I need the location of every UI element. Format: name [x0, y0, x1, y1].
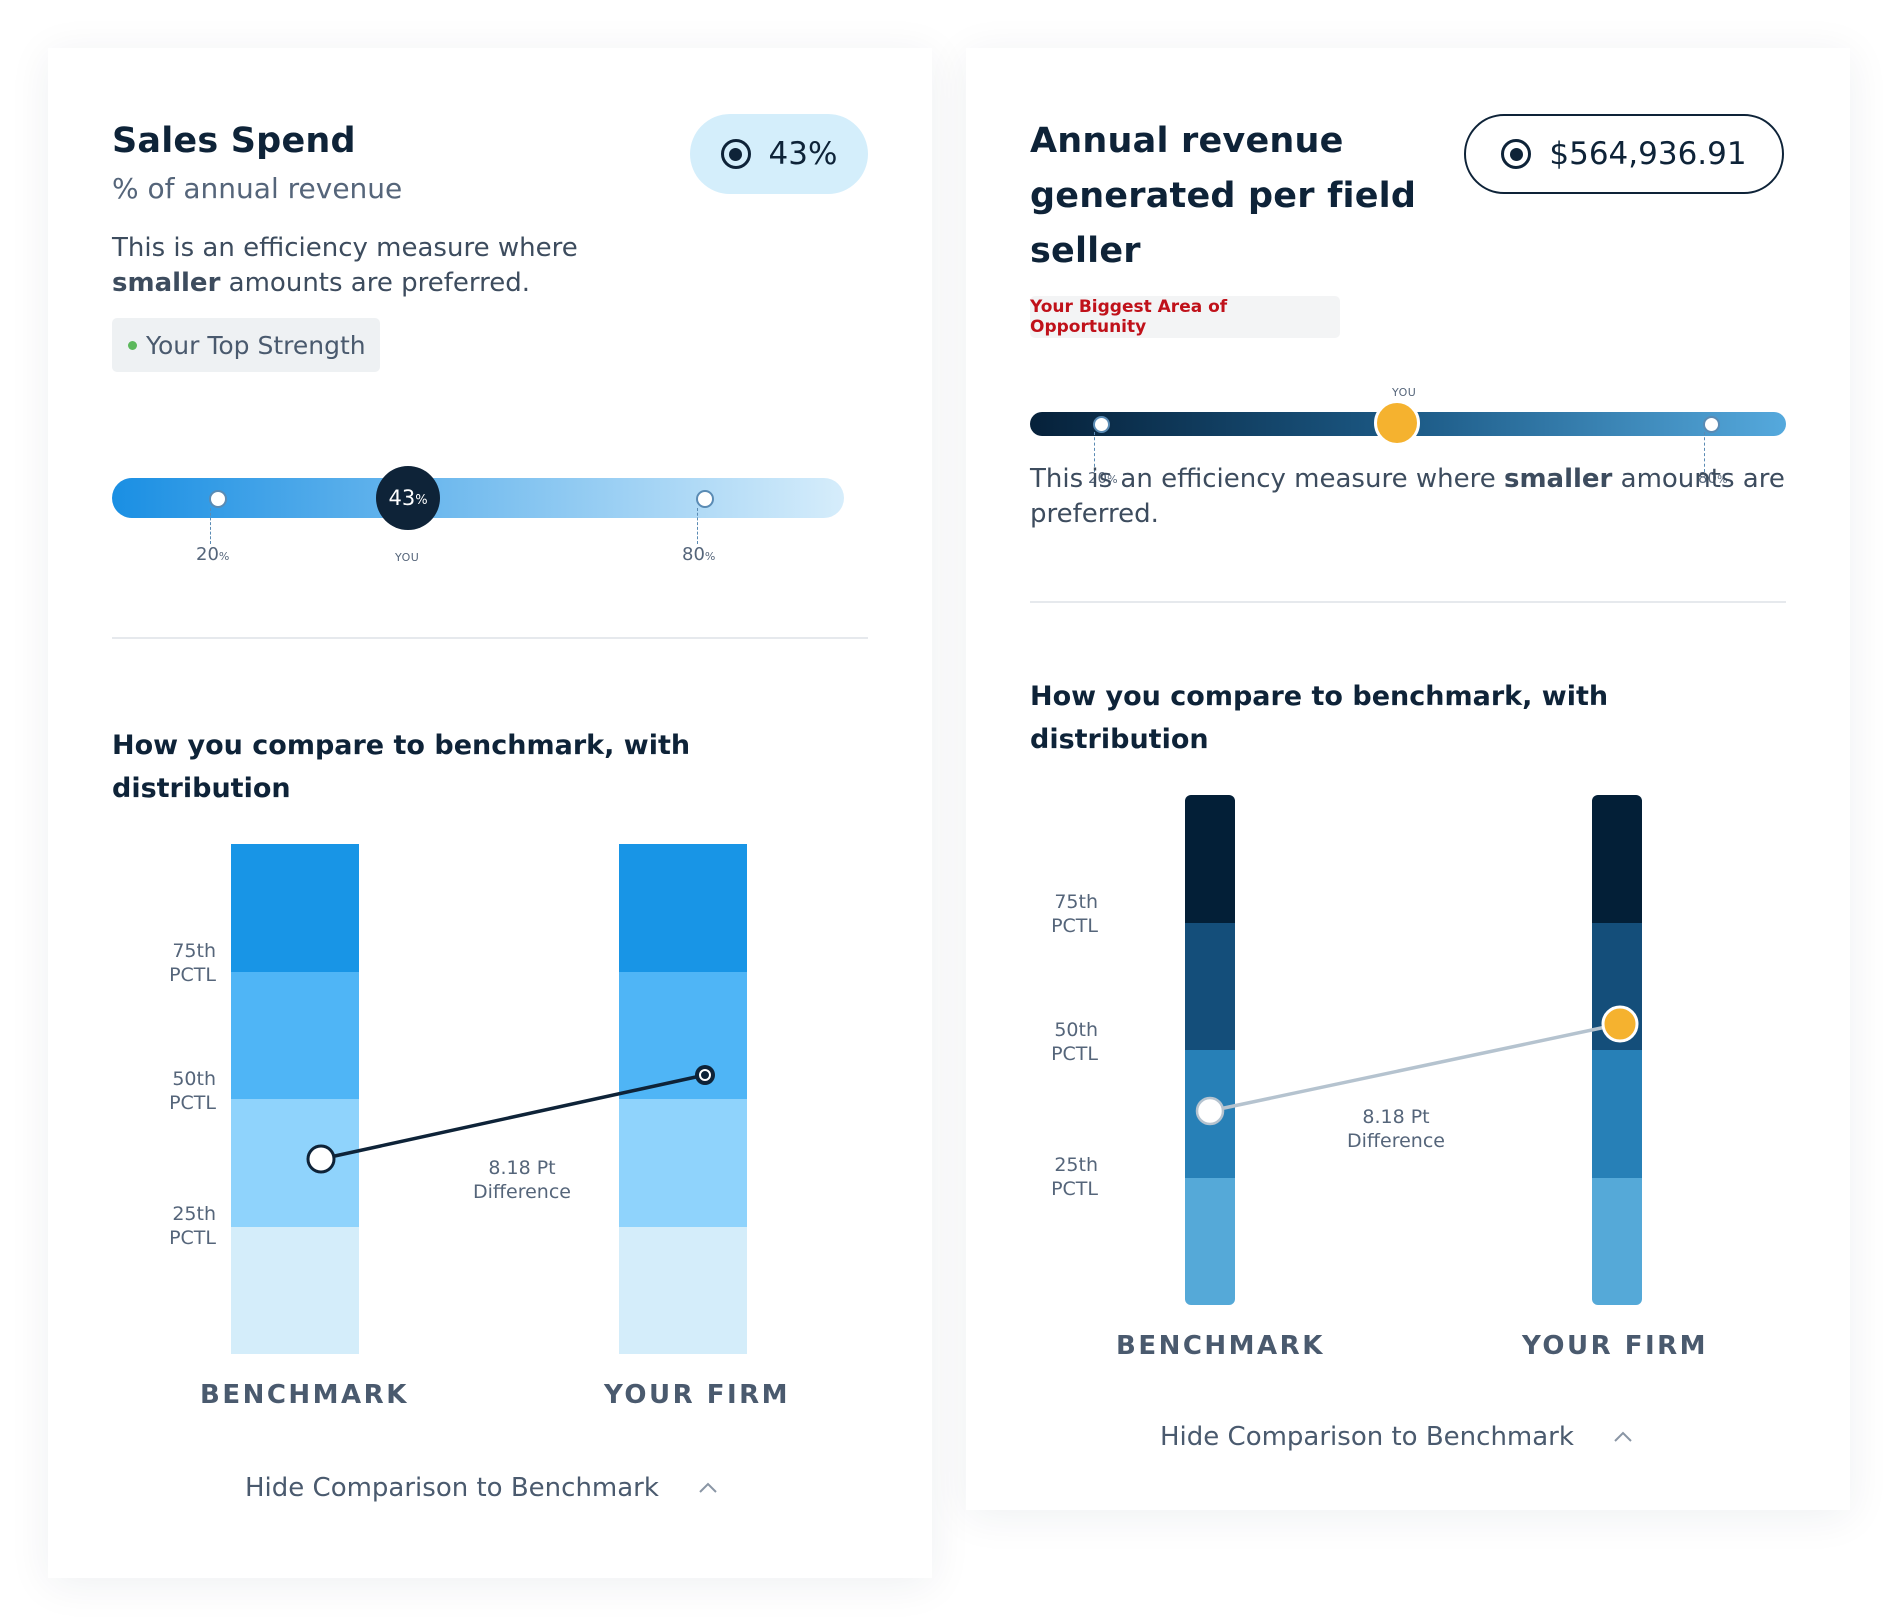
value-badge[interactable]: 43%	[690, 114, 868, 194]
card-title: Sales Spend	[112, 121, 356, 161]
slider-tick-dot-20	[209, 490, 227, 508]
firm-segment-bottom	[619, 1226, 747, 1354]
strength-label: Your Top Strength	[146, 330, 366, 360]
benchmark-point	[306, 1144, 336, 1174]
firm-segment-upper	[619, 971, 747, 1099]
slider-tick-dot-80	[696, 490, 714, 508]
hide-comparison-toggle[interactable]: Hide Comparison to Benchmark	[1160, 1422, 1634, 1452]
card-subtitle: % of annual revenue	[112, 172, 403, 205]
target-icon	[720, 139, 751, 169]
pctl-label-75: 75th PCTL	[169, 940, 216, 986]
description-bold: smaller	[112, 268, 221, 298]
badge-value: 43%	[768, 136, 838, 172]
slider-tick-dot-80	[1703, 416, 1720, 433]
top-strength-chip: Your Top Strength	[112, 318, 380, 372]
revenue-per-seller-card: Annual revenue generated per field selle…	[966, 48, 1850, 1510]
toggle-label: Hide Comparison to Benchmark	[245, 1473, 659, 1503]
card-title: Annual revenue generated per field selle…	[1030, 121, 1417, 271]
benchmark-segment-lower	[231, 1099, 359, 1227]
tick-label-80: 80%	[1698, 469, 1728, 487]
benchmark-segment-upper	[1185, 922, 1235, 1050]
benchmark-segment-bottom	[1185, 1177, 1235, 1305]
comparison-line-svg	[306, 1065, 715, 1174]
chevron-up-icon	[1614, 1431, 1632, 1442]
pctl-label-50: 50th PCTL	[169, 1068, 216, 1114]
pctl-label-25: 25th PCTL	[1051, 1154, 1098, 1200]
firm-point	[695, 1065, 715, 1085]
target-icon	[1501, 139, 1532, 169]
benchmark-segment-bottom	[231, 1226, 359, 1354]
compare-heading: How you compare to benchmark, with distr…	[112, 730, 691, 804]
firm-axis-label: YOUR FIRM	[604, 1380, 791, 1410]
description-suffix: amounts are preferred.	[228, 268, 530, 298]
badge-value: $564,936.91	[1549, 136, 1747, 172]
firm-point-inner	[699, 1069, 711, 1081]
divider	[1030, 601, 1786, 603]
benchmark-point	[1195, 1096, 1225, 1126]
tick-line-20	[1094, 432, 1095, 472]
firm-segment-lower	[1592, 1050, 1642, 1178]
compare-heading: How you compare to benchmark, with distr…	[1030, 681, 1609, 755]
description-prefix: This is an efficiency measure where	[112, 233, 578, 263]
benchmark-column	[231, 844, 359, 1354]
firm-segment-lower	[619, 1099, 747, 1227]
firm-axis-label: YOUR FIRM	[1522, 1331, 1709, 1361]
opportunity-label: Your Biggest Area of Opportunity	[1030, 297, 1228, 337]
firm-segment-top	[619, 844, 747, 972]
firm-segment-top	[1592, 795, 1642, 923]
card-description: This is an efficiency measure where smal…	[112, 231, 632, 301]
benchmark-segment-upper	[231, 971, 359, 1099]
tick-label-20: 20%	[1088, 469, 1118, 487]
you-marker[interactable]: 43%	[376, 466, 440, 530]
slider-tick-dot-20	[1093, 416, 1110, 433]
divider	[112, 637, 868, 639]
description-prefix: This is an efficiency measure where	[1030, 464, 1496, 494]
value-badge[interactable]: $564,936.91	[1464, 114, 1784, 194]
you-label: YOU	[1392, 386, 1417, 399]
pctl-label-25: 25th PCTL	[169, 1203, 216, 1249]
benchmark-segment-top	[1185, 795, 1235, 923]
description-bold: smaller	[1503, 464, 1613, 494]
pctl-label-75: 75th PCTL	[1051, 891, 1098, 937]
pctl-label-50: 50th PCTL	[1051, 1019, 1098, 1065]
opportunity-chip: Your Biggest Area of Opportunity	[1030, 296, 1340, 338]
firm-column	[619, 844, 747, 1354]
tick-line-80	[1704, 432, 1705, 472]
tick-line-80	[697, 508, 698, 544]
firm-segment-bottom	[1592, 1177, 1642, 1305]
comparison-line	[320, 1073, 706, 1161]
tick-line-20	[210, 508, 211, 544]
difference-label: 8.18 Pt Difference	[1347, 1106, 1445, 1152]
status-dot-icon	[128, 340, 137, 350]
benchmark-segment-top	[231, 844, 359, 972]
firm-point	[1601, 1005, 1639, 1043]
description-suffix: amounts are preferred.	[1030, 464, 1785, 529]
percentile-slider-track	[112, 478, 844, 518]
tick-label-80: 80%	[682, 544, 716, 565]
chevron-up-icon	[699, 1482, 717, 1493]
you-label: YOU	[395, 551, 420, 564]
benchmark-column	[1185, 795, 1235, 1305]
benchmark-axis-label: BENCHMARK	[200, 1380, 409, 1410]
comparison-line	[1209, 1022, 1621, 1113]
benchmark-axis-label: BENCHMARK	[1116, 1331, 1325, 1361]
comparison-line-svg	[1195, 1005, 1639, 1126]
you-marker[interactable]	[1374, 400, 1420, 446]
card-description: This is an efficiency measure where smal…	[1030, 462, 1790, 532]
sales-spend-card: Sales Spend % of annual revenue 43% This…	[48, 48, 932, 1578]
difference-label: 8.18 Pt Difference	[473, 1157, 571, 1203]
tick-label-20: 20%	[196, 544, 230, 565]
hide-comparison-toggle[interactable]: Hide Comparison to Benchmark	[245, 1473, 719, 1503]
toggle-label: Hide Comparison to Benchmark	[1160, 1422, 1574, 1452]
